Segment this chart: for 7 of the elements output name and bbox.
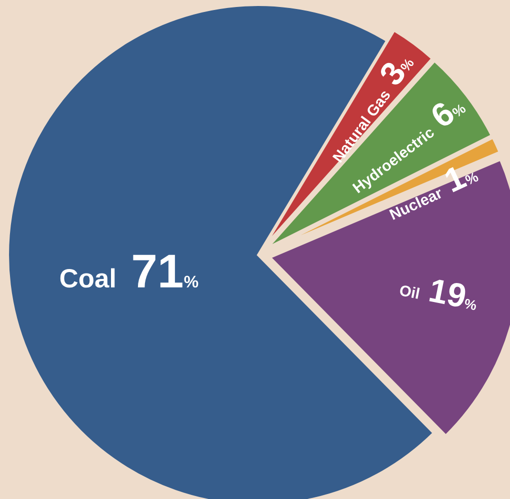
data-label: 1% [444, 164, 480, 192]
data-label: 19% [429, 278, 478, 310]
slice-label: Coal [60, 268, 115, 288]
slice-label: Oil [399, 284, 420, 299]
data-label: 6% [428, 100, 467, 129]
data-label: 3% [378, 57, 414, 88]
data-label: 71% [133, 254, 198, 288]
